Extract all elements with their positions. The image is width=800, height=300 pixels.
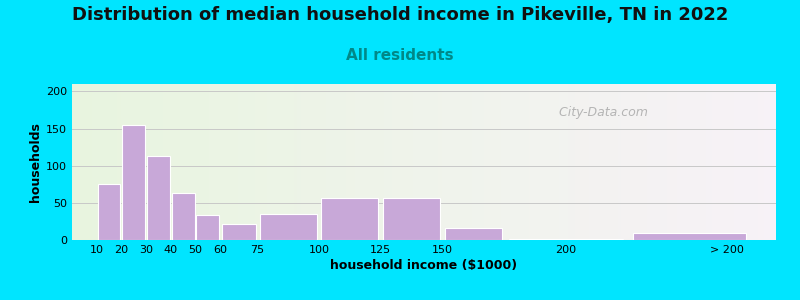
Text: Distribution of median household income in Pikeville, TN in 2022: Distribution of median household income …	[72, 6, 728, 24]
Bar	[98, 184, 121, 240]
Bar	[633, 232, 746, 240]
Bar	[147, 156, 170, 240]
Y-axis label: households: households	[29, 122, 42, 202]
Bar	[260, 214, 317, 240]
Text: City-Data.com: City-Data.com	[550, 106, 647, 118]
Bar	[172, 193, 194, 240]
Bar	[445, 228, 502, 240]
X-axis label: household income ($1000): household income ($1000)	[330, 259, 518, 272]
Bar	[197, 215, 219, 240]
Bar	[222, 224, 256, 240]
Bar	[383, 198, 440, 240]
Text: All residents: All residents	[346, 48, 454, 63]
Bar	[122, 125, 145, 240]
Bar	[510, 238, 623, 240]
Bar	[322, 198, 378, 240]
